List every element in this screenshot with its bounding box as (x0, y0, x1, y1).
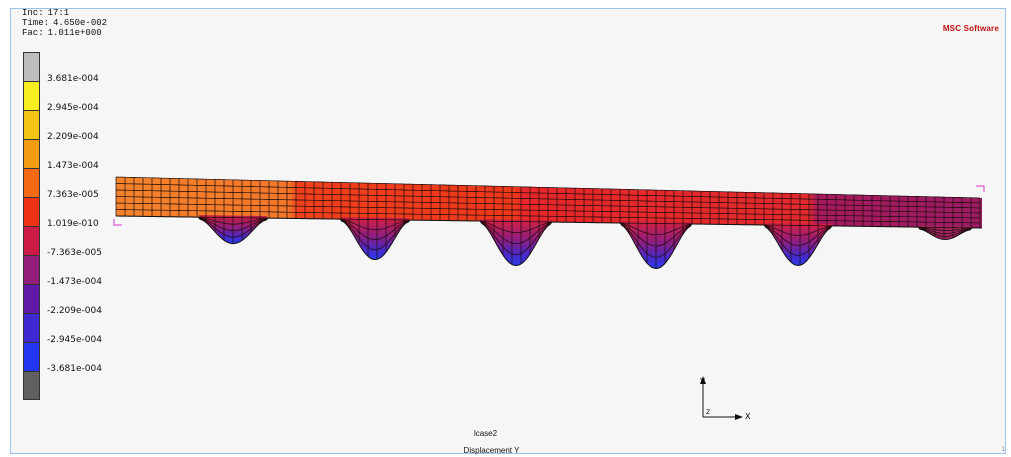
mesh-grid (115, 176, 981, 269)
mesh-tooth (919, 225, 971, 240)
legend-swatch (23, 139, 40, 168)
mesh-grid-line (340, 218, 410, 250)
increment-info: Inc: 17:1 Time: 4.650e-002 Fac: 1.011e+000 (22, 8, 107, 38)
inc-label: Inc: (22, 8, 44, 18)
boundary-marker (113, 219, 122, 226)
mesh-tooth (480, 219, 552, 266)
fac-label: Fac: (22, 28, 44, 38)
x-axis-label: X (745, 412, 751, 421)
corner-mark: 1 (1001, 447, 1005, 453)
legend-swatch (23, 313, 40, 342)
mesh-grid-line (918, 226, 972, 231)
legend-swatch (23, 255, 40, 284)
mesh-grid-line (115, 183, 981, 204)
legend-label: -1.473e-004 (47, 277, 102, 287)
legend-label: -3.681e-004 (47, 364, 102, 374)
mesh-grid-line (115, 189, 981, 209)
legend-swatch (23, 371, 40, 400)
mesh-grid-line (619, 222, 693, 258)
mesh-grid-line (619, 222, 693, 236)
time-label: Time: (22, 18, 50, 28)
color-legend-bar (23, 52, 41, 400)
mesh-grid-line (918, 226, 972, 234)
legend-label: 1.473e-004 (47, 161, 99, 171)
legend-swatch (23, 110, 40, 139)
msc-software-logo: MSC Software (942, 24, 999, 33)
legend-label: -2.945e-004 (47, 335, 102, 345)
legend-swatch (23, 342, 40, 371)
fac-value: 1.011e+000 (47, 28, 102, 38)
boundary-marker (976, 185, 985, 192)
mesh-grid-line (479, 220, 553, 255)
y-axis-arrow (700, 376, 706, 384)
time-value: 4.650e-002 (53, 18, 108, 28)
load-case-name: lcase2 (473, 429, 498, 438)
mesh-grid-line (340, 218, 410, 230)
legend-swatch (23, 81, 40, 110)
mesh-tooth (764, 222, 832, 266)
legend-label: 2.945e-004 (47, 103, 99, 113)
mesh-grid-line (198, 216, 268, 225)
mesh-grid-line (115, 176, 981, 199)
mesh-grid-line (115, 202, 981, 219)
result-type: Displacement Y (463, 446, 520, 455)
mesh-grid-line (619, 222, 693, 247)
legend-label: 2.209e-004 (47, 132, 99, 142)
mesh-grid-line (116, 209, 981, 224)
mesh-grid-line (198, 216, 268, 231)
legend-swatch (23, 52, 40, 81)
mesh-grid-line (918, 226, 972, 237)
legend-swatch (23, 284, 40, 313)
legend-label: 1.019e-010 (47, 219, 99, 229)
legend-swatch (23, 168, 40, 197)
mesh-tooth (341, 217, 409, 260)
z-axis-label: Z (706, 409, 710, 416)
mesh-grid-line (479, 220, 553, 233)
mesh-grid-line (763, 224, 833, 256)
mesh-grid-line (198, 216, 268, 238)
legend-label: 7.363e-005 (47, 190, 99, 200)
y-axis-label: Y (699, 377, 705, 386)
x-axis-arrow (735, 414, 743, 420)
mesh-grid-line (115, 196, 981, 214)
inc-value: 17:1 (47, 8, 70, 18)
mesh-grid-line (479, 220, 553, 244)
mesh-grid-line (340, 218, 410, 240)
legend-label: -7.363e-005 (47, 248, 102, 258)
legend-swatch (23, 197, 40, 226)
legend-label: -2.209e-004 (47, 306, 102, 316)
mesh-grid-line (763, 224, 833, 246)
legend-swatch (23, 226, 40, 255)
legend-label: 3.681e-004 (47, 74, 99, 84)
mesh-outline (116, 215, 982, 270)
mesh-grid-line (763, 224, 833, 236)
